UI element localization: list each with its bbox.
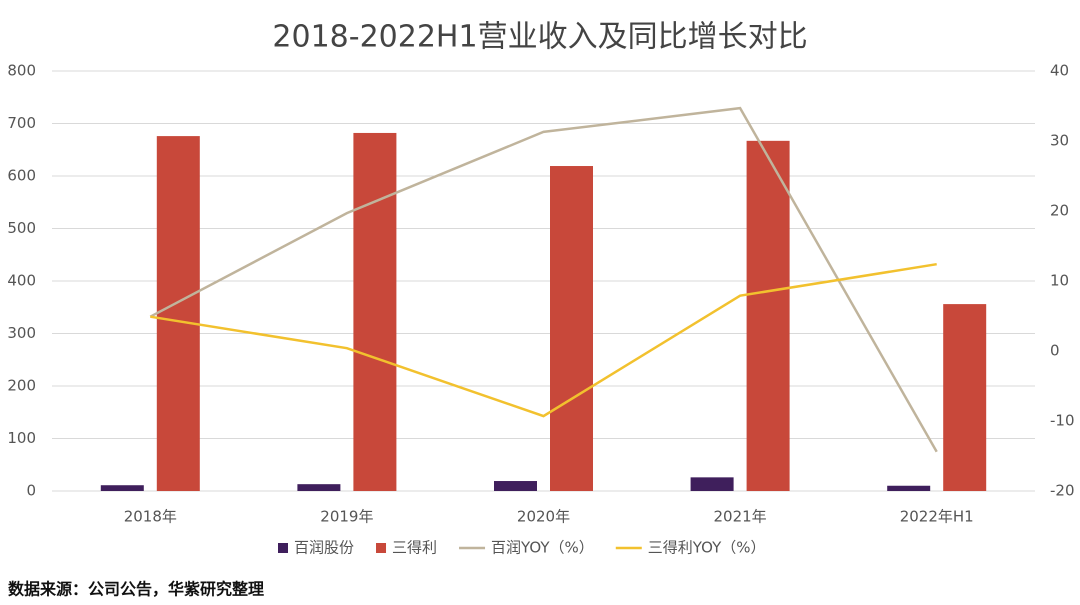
legend-label: 三得利 [392, 539, 437, 557]
legend-swatch [376, 543, 387, 553]
bar [690, 477, 734, 491]
x-tick-label: 2020年 [517, 508, 570, 526]
legend-label: 百润YOY（%） [491, 539, 594, 557]
legend-label: 百润股份 [294, 539, 354, 557]
x-tick-label: 2018年 [124, 508, 177, 526]
bar [746, 140, 790, 491]
bar [100, 485, 144, 491]
chart-title: 2018-2022H1营业收入及同比增长对比 [272, 20, 807, 55]
y-tick-label: 700 [7, 114, 36, 132]
y-tick-label: 200 [7, 377, 36, 395]
x-tick-label: 2019年 [320, 508, 373, 526]
y2-tick-label: -10 [1050, 412, 1075, 430]
bar [353, 132, 397, 491]
y-tick-label: 600 [7, 167, 36, 185]
bar [297, 484, 341, 491]
bar [550, 166, 593, 491]
x-tick-label: 2022年H1 [900, 508, 974, 526]
line-series [150, 262, 937, 418]
y2-tick-label: 30 [1050, 132, 1069, 150]
bar [887, 485, 931, 491]
y2-tick-label: 10 [1050, 272, 1069, 290]
y-tick-label: 800 [7, 62, 36, 80]
legend-swatch [278, 543, 288, 553]
bar [156, 136, 200, 491]
bar [943, 304, 987, 491]
y-tick-label: 300 [7, 324, 36, 342]
y2-tick-label: -20 [1050, 482, 1075, 500]
y2-tick-label: 20 [1050, 202, 1069, 220]
line-series [149, 106, 938, 453]
y-tick-label: 400 [7, 272, 36, 290]
source-note: 数据来源：公司公告，华紫研究整理 [8, 580, 264, 599]
y-tick-label: 100 [7, 429, 36, 447]
y-tick-label: 500 [7, 219, 36, 237]
bar [494, 481, 537, 491]
legend-label: 三得利YOY（%） [648, 539, 766, 557]
x-tick-label: 2021年 [714, 508, 767, 526]
y2-tick-label: 0 [1050, 342, 1060, 360]
y2-tick-label: 40 [1050, 62, 1069, 80]
y-tick-label: 0 [26, 482, 36, 500]
